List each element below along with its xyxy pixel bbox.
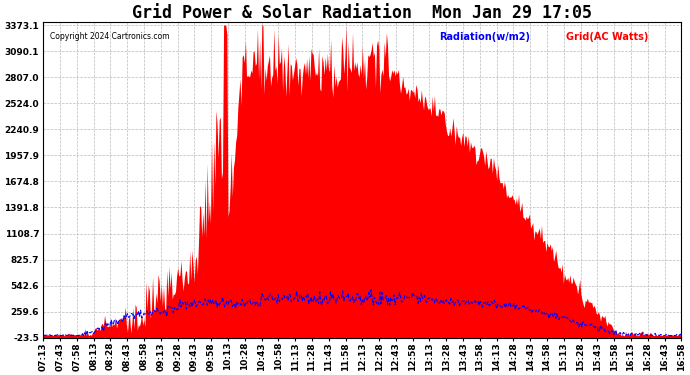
Text: Radiation(w/m2): Radiation(w/m2)	[439, 32, 530, 42]
Text: Grid(AC Watts): Grid(AC Watts)	[566, 32, 649, 42]
Title: Grid Power & Solar Radiation  Mon Jan 29 17:05: Grid Power & Solar Radiation Mon Jan 29 …	[132, 4, 592, 22]
Text: Copyright 2024 Cartronics.com: Copyright 2024 Cartronics.com	[50, 32, 169, 41]
